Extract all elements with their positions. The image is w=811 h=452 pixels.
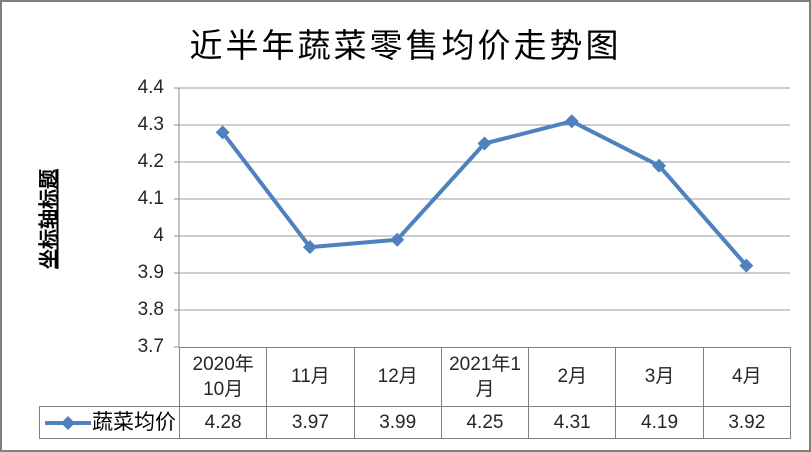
y-axis-tick-label: 3.8 [137,299,164,320]
table-category-cell: 2021年1月 [440,347,530,407]
legend-spacer-cell [40,348,180,407]
series-legend-key-icon [45,415,91,430]
table-value-cell: 3.99 [353,406,442,439]
y-axis-tick-label: 3.7 [137,336,164,357]
data-point-marker[interactable] [564,114,579,129]
data-table-value-row: 蔬菜均价 4.28 3.97 3.99 4.25 4.31 4.19 3.92 [39,406,791,439]
series-legend-label: 蔬菜均价 [92,409,176,434]
y-axis-tick-label: 4.4 [137,77,164,98]
data-point-marker[interactable] [302,240,317,255]
table-category-cell: 11月 [266,347,355,407]
data-table: 2020年10月 11月 12月 2021年1月 2月 3月 4月 蔬菜均价 4.28 3.9… [39,347,791,439]
y-axis-title: 坐标轴标题 [38,169,61,269]
y-axis-tick-label: 4 [153,225,164,246]
table-value-cell: 4.19 [615,406,704,439]
data-point-marker[interactable] [652,158,667,173]
table-category-cell: 12月 [353,347,442,407]
chart-title: 近半年蔬菜零售均价走势图 [189,29,622,65]
plot-area[interactable] [162,80,802,352]
y-axis-tick-label: 4.2 [137,151,164,172]
data-point-marker[interactable] [477,136,492,151]
data-point-marker[interactable] [390,232,405,247]
data-point-marker[interactable] [739,258,754,273]
data-table-header-row: 2020年10月 11月 12月 2021年1月 2月 3月 4月 [40,347,791,407]
table-value-cell: 3.97 [266,406,355,439]
y-axis-tick-label: 4.3 [137,114,164,135]
table-category-cell: 2月 [528,347,617,407]
y-axis-tick-label: 3.9 [137,262,164,283]
y-axis-tick-label: 4.1 [137,188,164,209]
table-category-cell: 3月 [615,347,704,407]
table-value-cell: 4.31 [528,406,617,439]
table-category-cell: 2020年10月 [178,347,268,407]
table-value-cell: 3.92 [702,406,791,439]
table-value-cell: 4.28 [178,406,268,439]
legend-cell[interactable]: 蔬菜均价 [39,406,180,439]
table-value-cell: 4.25 [440,406,530,439]
table-category-cell: 4月 [702,347,791,407]
